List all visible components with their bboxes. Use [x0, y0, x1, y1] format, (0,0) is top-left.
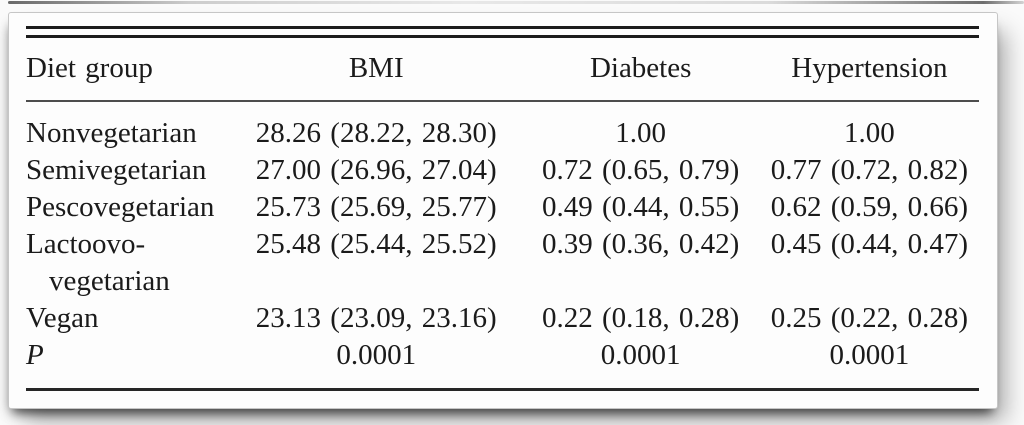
diabetes-value: 0.39 (0.36, 0.42): [542, 228, 740, 260]
diabetes-value: 1.00: [615, 117, 667, 149]
hypertension-value: 1.00: [844, 117, 895, 149]
col-header-bmi: BMI: [230, 38, 522, 102]
hypertension-value: 0.25 (0.22, 0.28): [770, 302, 969, 334]
diabetes-value: 0.49 (0.44, 0.55): [542, 191, 740, 223]
p-value-hypertension: 0.0001: [829, 339, 910, 371]
bmi-value: 28.26 (28.22, 28.30): [255, 117, 497, 149]
diet-group-label: Lactoovo- vegetarian: [26, 226, 231, 300]
bmi-value: 25.73 (25.69, 25.77): [255, 191, 497, 223]
table-row-vegan: Vegan 23.13 (23.09, 23.16) 0.22 (0.18, 0…: [26, 300, 979, 337]
diet-group-label: Semivegetarian: [26, 154, 207, 186]
scan-edge-artifact: [8, 1, 1024, 4]
table-row-semivegetarian: Semivegetarian 27.00 (26.96, 27.04) 0.72…: [26, 152, 979, 189]
table-top-double-rule: [26, 26, 979, 38]
table-row-nonvegetarian: Nonvegetarian 28.26 (28.22, 28.30) 1.00 …: [26, 101, 979, 152]
bmi-value: 23.13 (23.09, 23.16): [255, 302, 497, 334]
table-row-pescovegetarian: Pescovegetarian 25.73 (25.69, 25.77) 0.4…: [26, 189, 979, 226]
diet-group-label: Nonvegetarian: [26, 117, 197, 149]
p-row-label: P: [26, 339, 44, 371]
diet-group-label: Pescovegetarian: [26, 191, 215, 223]
diet-results-table: Diet group BMI Diabetes Hypertension Non…: [26, 38, 979, 374]
diabetes-value: 0.22 (0.18, 0.28): [542, 302, 740, 334]
hypertension-value: 0.62 (0.59, 0.66): [770, 191, 969, 223]
header-row: Diet group BMI Diabetes Hypertension: [26, 38, 979, 102]
bmi-value: 25.48 (25.44, 25.52): [255, 228, 497, 260]
table-row-p-value: P 0.0001 0.0001 0.0001: [26, 337, 979, 374]
diet-group-label: Vegan: [26, 302, 99, 334]
p-value-diabetes: 0.0001: [600, 339, 681, 371]
p-value-bmi: 0.0001: [336, 339, 417, 371]
bmi-value: 27.00 (26.96, 27.04): [255, 154, 497, 186]
hypertension-value: 0.45 (0.44, 0.47): [770, 228, 969, 260]
table-card: Diet group BMI Diabetes Hypertension Non…: [8, 12, 998, 409]
col-header-diet-group: Diet group: [26, 38, 231, 102]
diet-group-label-line2: vegetarian: [49, 265, 170, 297]
col-header-hypertension: Hypertension: [759, 38, 979, 102]
col-header-diabetes: Diabetes: [521, 38, 760, 102]
diet-group-label-line1: Lactoovo-: [26, 228, 146, 260]
table-bottom-rule: [26, 388, 979, 391]
diabetes-value: 0.72 (0.65, 0.79): [542, 154, 740, 186]
table-row-lactoovovegetarian: Lactoovo- vegetarian 25.48 (25.44, 25.52…: [26, 226, 979, 300]
hypertension-value: 0.77 (0.72, 0.82): [770, 154, 969, 186]
